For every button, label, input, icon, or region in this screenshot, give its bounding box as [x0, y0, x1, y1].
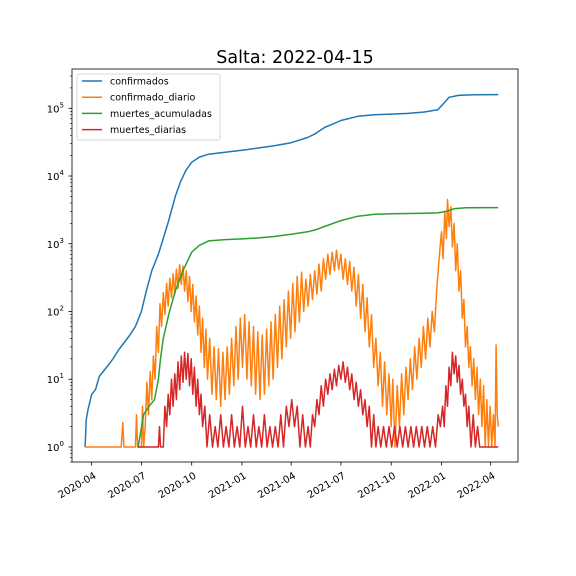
series-line-confirmado_diario: [85, 198, 500, 448]
y-tick-label: 102: [47, 304, 64, 318]
legend: confirmados confirmado_diario muertes_acum…: [76, 73, 221, 141]
y-tick-label: 101: [47, 372, 64, 386]
legend-label-confirmados: confirmados: [110, 77, 169, 88]
y-tick-label: 100: [47, 440, 64, 454]
y-tick-label: 103: [47, 237, 64, 251]
series-line-confirmados: [84, 93, 499, 448]
axes-frame: [71, 68, 519, 463]
legend-label-muertes_acumuladas: muertes_acumuladas: [110, 109, 212, 120]
legend-items: confirmados confirmado_diario muertes_acum…: [82, 77, 212, 136]
legend-label-confirmado_diario: confirmado_diario: [110, 93, 195, 104]
legend-label-muertes_diarias: muertes_diarias: [110, 125, 186, 136]
legend-box: [76, 73, 221, 141]
series-line-muertes_acumuladas: [137, 206, 499, 448]
y-tick-label: 105: [47, 101, 64, 115]
chart-title: Salta: 2022-04-15: [216, 48, 373, 68]
series-line-muertes_diarias: [138, 351, 499, 448]
series-layer: [84, 93, 500, 448]
y-tick-label: 104: [47, 169, 65, 183]
y-axis: 100 101 102 103 104 105: [47, 75, 72, 463]
